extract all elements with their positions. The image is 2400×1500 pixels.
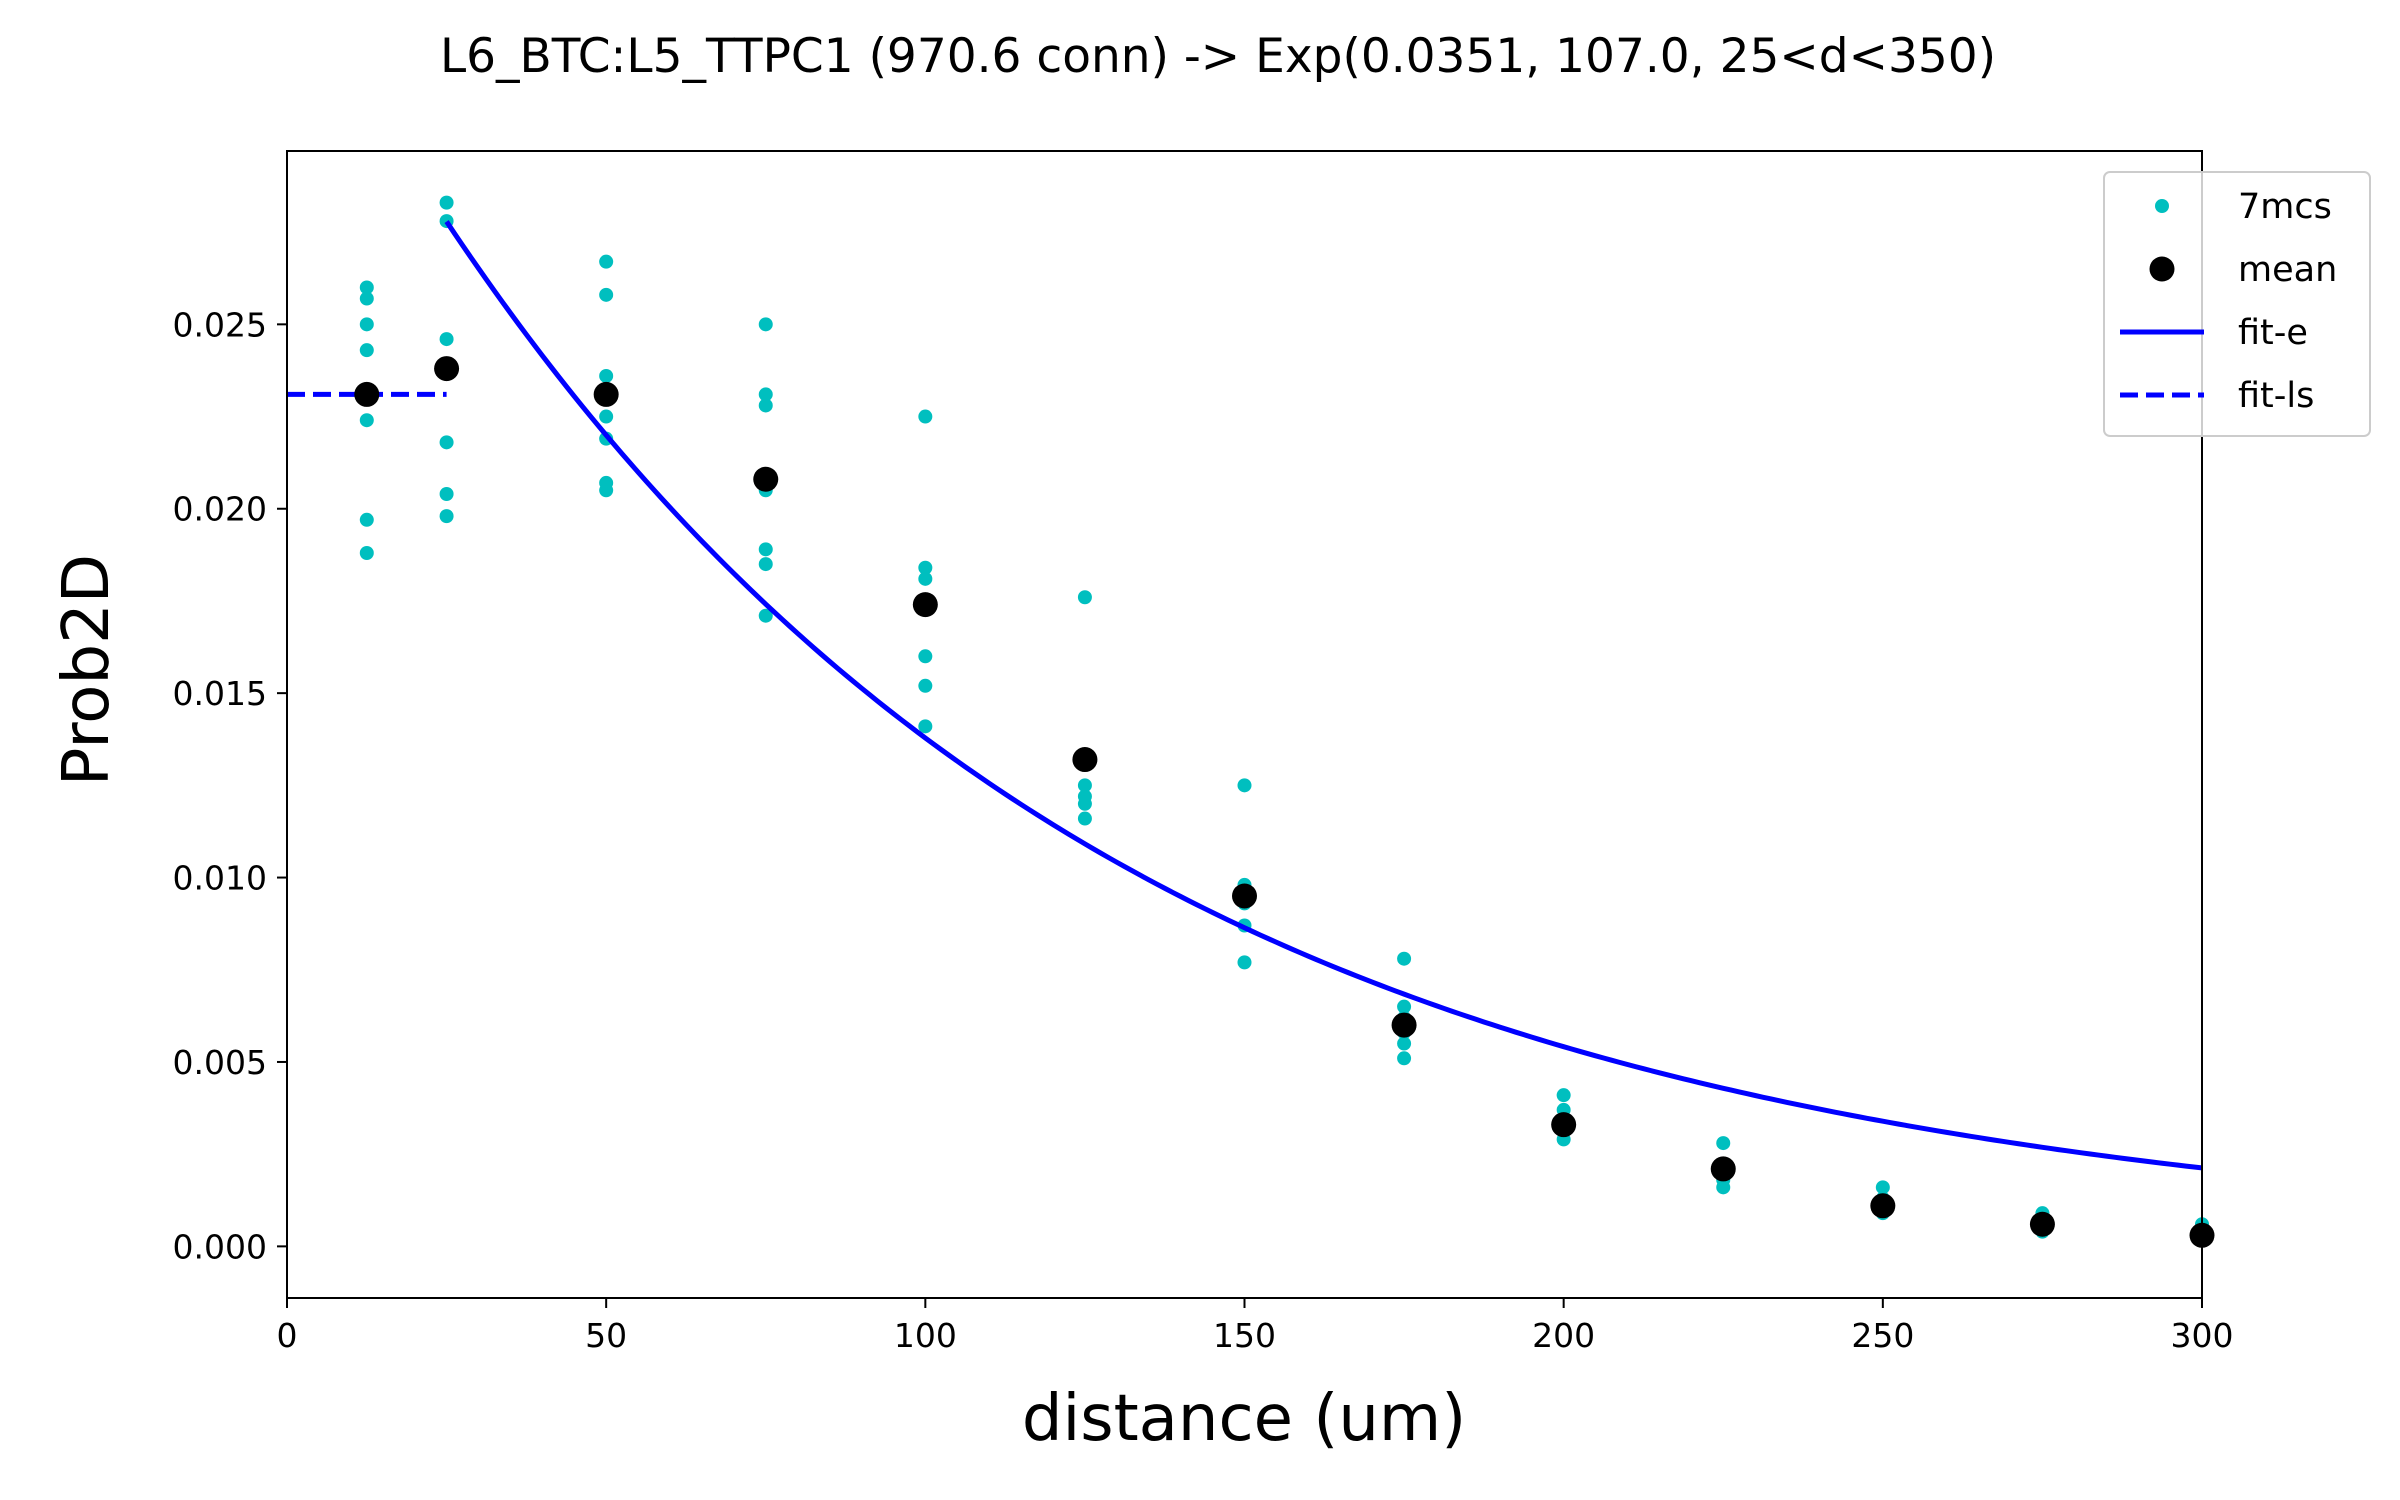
mcs-point bbox=[1716, 1136, 1731, 1151]
y-axis-label: Prob2D bbox=[50, 554, 124, 786]
mcs-point bbox=[359, 546, 374, 561]
legend-label: mean bbox=[2238, 250, 2337, 290]
legend-label: 7mcs bbox=[2238, 187, 2332, 227]
mean-point bbox=[1072, 747, 1098, 773]
mcs-point bbox=[1397, 999, 1412, 1014]
mcs-point bbox=[1397, 1051, 1412, 1066]
mcs-point bbox=[918, 560, 933, 575]
mcs-point bbox=[1875, 1180, 1890, 1195]
mcs-point bbox=[439, 509, 454, 524]
mcs-point bbox=[918, 649, 933, 664]
mcs-point bbox=[439, 486, 454, 501]
mean-point bbox=[1391, 1012, 1417, 1038]
x-tick-label: 150 bbox=[1213, 1316, 1276, 1355]
y-tick-label: 0.020 bbox=[173, 490, 267, 529]
mcs-point bbox=[918, 678, 933, 693]
mcs-point bbox=[359, 280, 374, 295]
mcs-point bbox=[1397, 1036, 1412, 1051]
y-tick-label: 0.005 bbox=[173, 1043, 267, 1082]
mcs-point bbox=[359, 512, 374, 527]
legend-label: fit-e bbox=[2238, 313, 2308, 353]
fit-e-line bbox=[444, 220, 2202, 1171]
mcs-point bbox=[918, 571, 933, 586]
mcs-point bbox=[599, 254, 614, 269]
mean-point bbox=[1870, 1193, 1896, 1219]
mcs-point bbox=[758, 387, 773, 402]
legend-label: fit-ls bbox=[2238, 376, 2314, 416]
mcs-point bbox=[599, 409, 614, 424]
mcs-point bbox=[359, 317, 374, 332]
mean-point bbox=[593, 381, 619, 407]
x-tick-label: 0 bbox=[277, 1316, 298, 1355]
mcs-point bbox=[599, 483, 614, 498]
mcs-point bbox=[1556, 1088, 1571, 1103]
chart-title: L6_BTC:L5_TTPC1 (970.6 conn) -> Exp(0.03… bbox=[440, 29, 1996, 84]
mean-point bbox=[1232, 883, 1257, 909]
mcs-point bbox=[1716, 1180, 1731, 1195]
mcs-point bbox=[1077, 796, 1092, 811]
mcs-point bbox=[439, 435, 454, 450]
legend-box bbox=[2103, 171, 2371, 437]
y-tick-label: 0.000 bbox=[173, 1227, 267, 1266]
mcs-point bbox=[1077, 590, 1092, 605]
x-tick-label: 50 bbox=[585, 1316, 627, 1355]
mcs-point bbox=[1397, 951, 1412, 966]
plot-area bbox=[287, 195, 2215, 1248]
mean-point bbox=[2029, 1211, 2055, 1237]
mcs-point bbox=[758, 608, 773, 623]
mcs-point bbox=[599, 287, 614, 302]
x-tick-label: 100 bbox=[894, 1316, 957, 1355]
legend-marker-7mcs bbox=[2155, 199, 2169, 213]
y-tick-label: 0.025 bbox=[173, 305, 267, 344]
mean-point bbox=[1710, 1156, 1736, 1182]
legend-marker-mean bbox=[2149, 256, 2175, 282]
x-axis: 0 50 100 150 200 250 300 bbox=[277, 1298, 2234, 1355]
mcs-point bbox=[758, 557, 773, 572]
y-axis: 0.000 0.005 0.010 0.015 0.020 0.025 bbox=[173, 305, 287, 1266]
x-tick-label: 250 bbox=[1851, 1316, 1914, 1355]
mean-point bbox=[434, 356, 460, 382]
y-tick-label: 0.015 bbox=[173, 674, 267, 713]
mcs-point bbox=[758, 398, 773, 413]
mcs-point bbox=[599, 368, 614, 383]
mcs-point bbox=[439, 195, 454, 210]
mcs-point bbox=[359, 343, 374, 358]
mcs-point bbox=[439, 332, 454, 347]
mcs-point bbox=[758, 542, 773, 557]
x-tick-label: 300 bbox=[2171, 1316, 2234, 1355]
mcs-point bbox=[918, 719, 933, 734]
mean-point bbox=[354, 381, 380, 407]
legend: 7mcs mean fit-e fit-ls bbox=[2103, 171, 2371, 437]
mcs-point bbox=[758, 317, 773, 332]
x-axis-label: distance (um) bbox=[1022, 1382, 1466, 1456]
mcs-point bbox=[1077, 778, 1092, 793]
mcs-point bbox=[359, 291, 374, 306]
mcs-point bbox=[1237, 778, 1252, 793]
mcs-point bbox=[359, 413, 374, 428]
mcs-point bbox=[918, 409, 933, 424]
mcs-point bbox=[1077, 811, 1092, 826]
mean-point bbox=[1551, 1112, 1577, 1138]
mean-point bbox=[912, 592, 938, 618]
mcs-point bbox=[1237, 955, 1252, 970]
x-tick-label: 200 bbox=[1532, 1316, 1595, 1355]
mean-point bbox=[753, 466, 779, 492]
y-tick-label: 0.010 bbox=[173, 859, 267, 898]
